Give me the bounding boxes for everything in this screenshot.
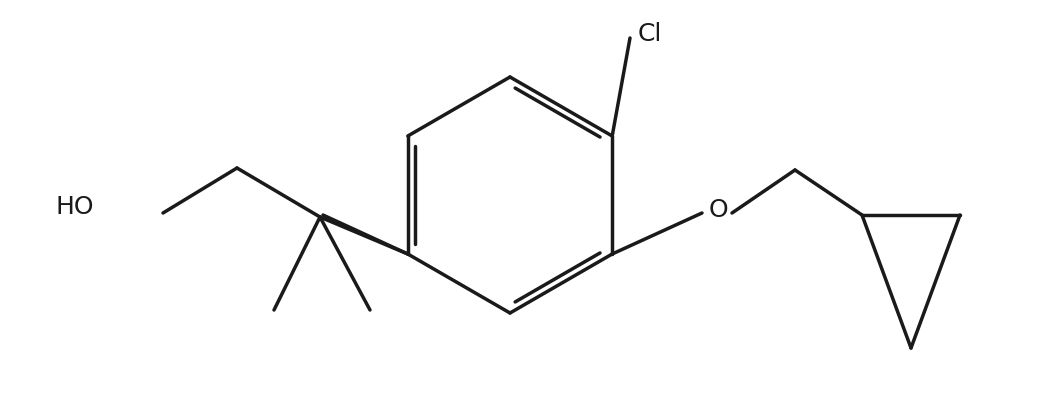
Text: O: O bbox=[708, 198, 728, 222]
Text: Cl: Cl bbox=[638, 22, 662, 46]
Text: HO: HO bbox=[55, 195, 93, 219]
